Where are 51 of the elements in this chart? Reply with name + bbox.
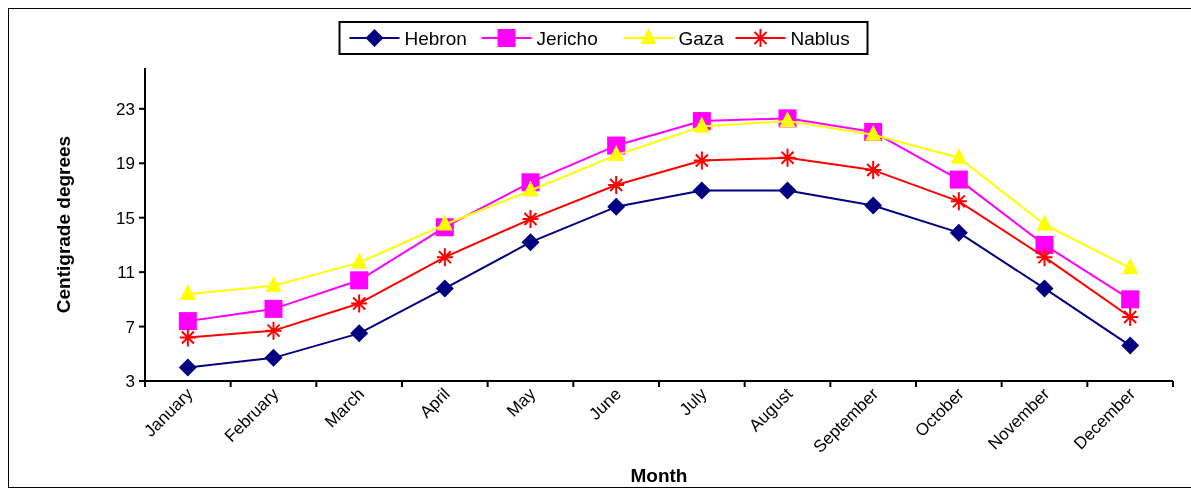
y-tick-label: 3 xyxy=(125,371,135,391)
x-tick-label: May xyxy=(503,384,540,421)
point xyxy=(608,145,625,162)
point xyxy=(178,358,197,377)
point xyxy=(521,233,540,252)
point xyxy=(1035,279,1054,298)
point xyxy=(435,247,454,268)
legend-label: Jericho xyxy=(536,27,598,49)
point xyxy=(178,327,197,348)
point xyxy=(521,209,540,230)
point xyxy=(864,196,883,215)
point xyxy=(522,180,539,197)
legend-label: Hebron xyxy=(404,27,467,49)
point xyxy=(693,116,710,133)
y-tick-label: 23 xyxy=(116,99,135,119)
x-axis-title: Month xyxy=(630,465,688,486)
point xyxy=(264,320,283,341)
point xyxy=(264,299,283,318)
point xyxy=(436,214,453,231)
y-tick-label: 11 xyxy=(117,263,135,283)
point xyxy=(1121,307,1140,328)
y-tick-label: 7 xyxy=(125,317,135,337)
y-tick-label: 15 xyxy=(116,208,135,228)
x-tick-label: July xyxy=(675,384,712,420)
point xyxy=(778,181,797,200)
y-tick-label: 19 xyxy=(116,154,135,174)
point xyxy=(1121,290,1140,309)
point xyxy=(1122,258,1139,275)
point xyxy=(435,279,454,298)
point xyxy=(949,223,968,242)
point xyxy=(1036,214,1053,231)
point xyxy=(350,271,369,290)
point xyxy=(1035,247,1054,268)
point xyxy=(949,170,968,189)
point xyxy=(950,147,967,164)
point xyxy=(264,348,283,367)
point xyxy=(1121,336,1140,355)
point xyxy=(350,324,369,343)
point xyxy=(350,293,369,314)
y-axis-title: Centigrade degrees xyxy=(53,135,74,314)
point xyxy=(692,150,711,171)
point xyxy=(692,181,711,200)
legend-label: Gaza xyxy=(678,27,725,49)
point xyxy=(864,160,883,181)
point xyxy=(351,252,368,269)
point xyxy=(607,175,626,196)
point xyxy=(949,191,968,212)
point xyxy=(778,147,797,168)
legend-label: Nablus xyxy=(790,27,850,49)
point xyxy=(178,312,197,331)
point xyxy=(607,197,626,216)
